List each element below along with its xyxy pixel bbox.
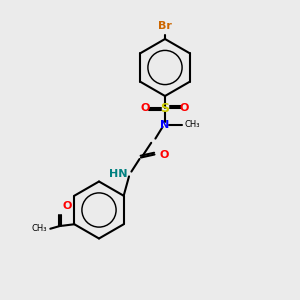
Text: N: N bbox=[160, 119, 169, 130]
Text: CH₃: CH₃ bbox=[184, 120, 200, 129]
Text: S: S bbox=[160, 101, 169, 115]
Text: O: O bbox=[159, 149, 168, 160]
Text: O: O bbox=[180, 103, 189, 113]
Text: O: O bbox=[141, 103, 150, 113]
Text: Br: Br bbox=[158, 21, 172, 31]
Text: HN: HN bbox=[109, 169, 128, 179]
Text: O: O bbox=[62, 201, 72, 211]
Text: CH₃: CH₃ bbox=[32, 224, 47, 233]
